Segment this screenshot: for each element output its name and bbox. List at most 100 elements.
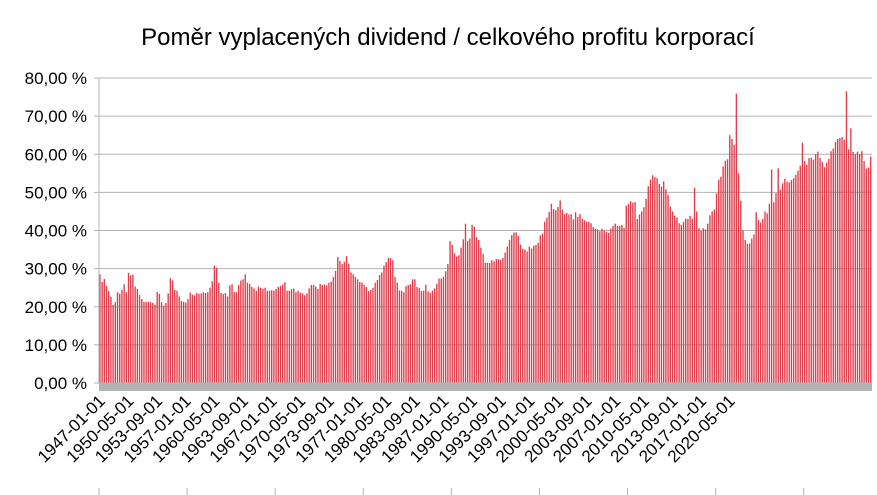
bar <box>696 211 698 383</box>
bar <box>535 244 537 383</box>
bar <box>744 240 746 383</box>
chart-title: Poměr vyplacených dividend / celkového p… <box>141 24 755 51</box>
y-tick-label: 70,00 % <box>25 107 87 126</box>
bar <box>713 209 716 383</box>
bar <box>226 296 229 383</box>
bar <box>431 290 434 383</box>
bar <box>469 238 471 383</box>
bar <box>266 290 268 383</box>
bar <box>332 277 335 383</box>
bar <box>568 214 570 383</box>
bar <box>158 293 161 383</box>
bar <box>674 215 676 383</box>
bar <box>685 218 687 383</box>
bar <box>632 202 634 383</box>
bar <box>643 207 645 383</box>
bar <box>444 271 447 383</box>
bar <box>103 278 105 383</box>
bar <box>396 282 398 383</box>
bar <box>138 294 141 383</box>
bar <box>810 157 812 383</box>
bar <box>768 203 771 383</box>
bar <box>612 225 614 383</box>
bar <box>304 295 306 383</box>
bar <box>209 287 211 383</box>
bar <box>154 304 156 383</box>
bar <box>259 287 262 383</box>
bar <box>854 154 856 383</box>
bar <box>235 292 238 383</box>
bar <box>497 259 500 383</box>
bar <box>601 228 603 383</box>
bar <box>814 154 817 383</box>
bar <box>656 178 658 383</box>
bar <box>110 296 112 383</box>
bar <box>455 256 458 383</box>
bar <box>134 286 136 383</box>
y-tick-label: 20,00 % <box>25 298 87 317</box>
bar <box>458 255 460 383</box>
bar <box>616 225 619 383</box>
bar <box>764 211 766 383</box>
bar <box>788 182 790 383</box>
bar <box>843 139 845 383</box>
bar <box>271 290 273 383</box>
bar <box>680 224 682 383</box>
bar <box>790 180 793 383</box>
bar <box>687 219 689 383</box>
bar <box>478 240 480 383</box>
bar <box>700 230 702 383</box>
bar <box>414 279 416 383</box>
bar <box>400 290 403 383</box>
bar <box>198 293 200 383</box>
bar <box>786 181 788 383</box>
bar <box>449 241 451 383</box>
bar <box>737 173 740 383</box>
bar <box>248 283 251 384</box>
bar <box>618 225 621 383</box>
bar <box>808 158 810 383</box>
bar <box>537 242 539 383</box>
bar <box>528 246 531 383</box>
bar <box>806 164 808 383</box>
bar <box>255 290 257 383</box>
bar <box>572 219 575 383</box>
bar <box>513 232 515 383</box>
bar <box>130 275 132 383</box>
bar <box>850 128 852 383</box>
bar <box>178 296 180 383</box>
bar <box>759 222 762 383</box>
bar <box>105 285 108 383</box>
bar <box>605 231 608 383</box>
bar <box>722 166 724 383</box>
bar <box>334 270 337 383</box>
bar <box>594 228 597 383</box>
bar <box>867 167 870 383</box>
bar <box>500 259 502 383</box>
bar <box>204 293 207 383</box>
bar <box>563 214 566 383</box>
bar <box>253 288 255 383</box>
bar <box>841 137 843 383</box>
bar <box>550 203 553 383</box>
bar <box>383 265 385 383</box>
bar <box>306 293 308 383</box>
bar <box>220 293 222 383</box>
bar <box>757 219 760 383</box>
bar <box>702 228 705 383</box>
bar <box>215 267 218 383</box>
bar <box>524 249 526 383</box>
bar <box>634 201 636 383</box>
bar <box>585 221 588 383</box>
bar <box>704 229 707 383</box>
bar <box>354 277 357 383</box>
bar <box>275 288 277 383</box>
bar <box>343 261 346 383</box>
bar <box>621 224 623 383</box>
bar <box>328 282 330 383</box>
bar <box>489 262 491 383</box>
bar <box>143 301 145 383</box>
bar <box>176 290 178 383</box>
bar <box>614 223 616 383</box>
bar <box>398 290 401 383</box>
